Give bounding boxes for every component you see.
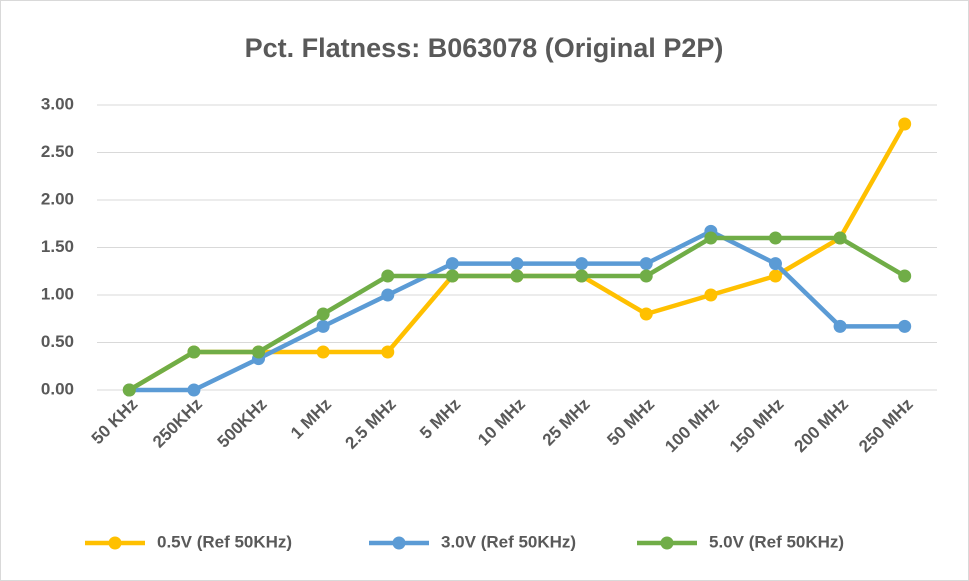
data-point (898, 269, 912, 283)
data-point (445, 269, 459, 283)
data-point (122, 383, 136, 397)
data-point (833, 319, 847, 333)
data-point (768, 257, 782, 271)
data-point (316, 307, 330, 321)
y-tick-label: 2.50 (41, 142, 74, 161)
data-point (575, 269, 589, 283)
legend-marker (660, 536, 674, 550)
y-tick-label: 2.00 (41, 189, 74, 208)
data-point (639, 257, 653, 271)
data-point (381, 269, 395, 283)
data-point (639, 307, 653, 321)
data-point (510, 257, 524, 271)
legend-marker (108, 536, 122, 550)
y-tick-label: 0.00 (41, 379, 74, 398)
data-point (639, 269, 653, 283)
y-tick-label: 1.00 (41, 284, 74, 303)
y-tick-label: 1.50 (41, 237, 74, 256)
data-point (704, 231, 718, 245)
legend-label: 5.0V (Ref 50KHz) (709, 532, 844, 551)
data-point (252, 345, 266, 359)
data-point (768, 231, 782, 245)
data-point (898, 319, 912, 333)
legend-label: 3.0V (Ref 50KHz) (441, 532, 576, 551)
data-point (833, 231, 847, 245)
data-point (381, 345, 395, 359)
data-point (381, 288, 395, 302)
legend-label: 0.5V (Ref 50KHz) (157, 532, 292, 551)
data-point (898, 117, 912, 131)
y-tick-label: 3.00 (41, 94, 74, 113)
data-point (316, 319, 330, 333)
data-point (510, 269, 524, 283)
data-point (768, 269, 782, 283)
data-point (187, 345, 201, 359)
data-point (445, 257, 459, 271)
data-point (316, 345, 330, 359)
legend-marker (392, 536, 406, 550)
data-point (187, 383, 201, 397)
data-point (575, 257, 589, 271)
chart-title: Pct. Flatness: B063078 (Original P2P) (245, 33, 724, 63)
y-tick-label: 0.50 (41, 332, 74, 351)
data-point (704, 288, 718, 302)
